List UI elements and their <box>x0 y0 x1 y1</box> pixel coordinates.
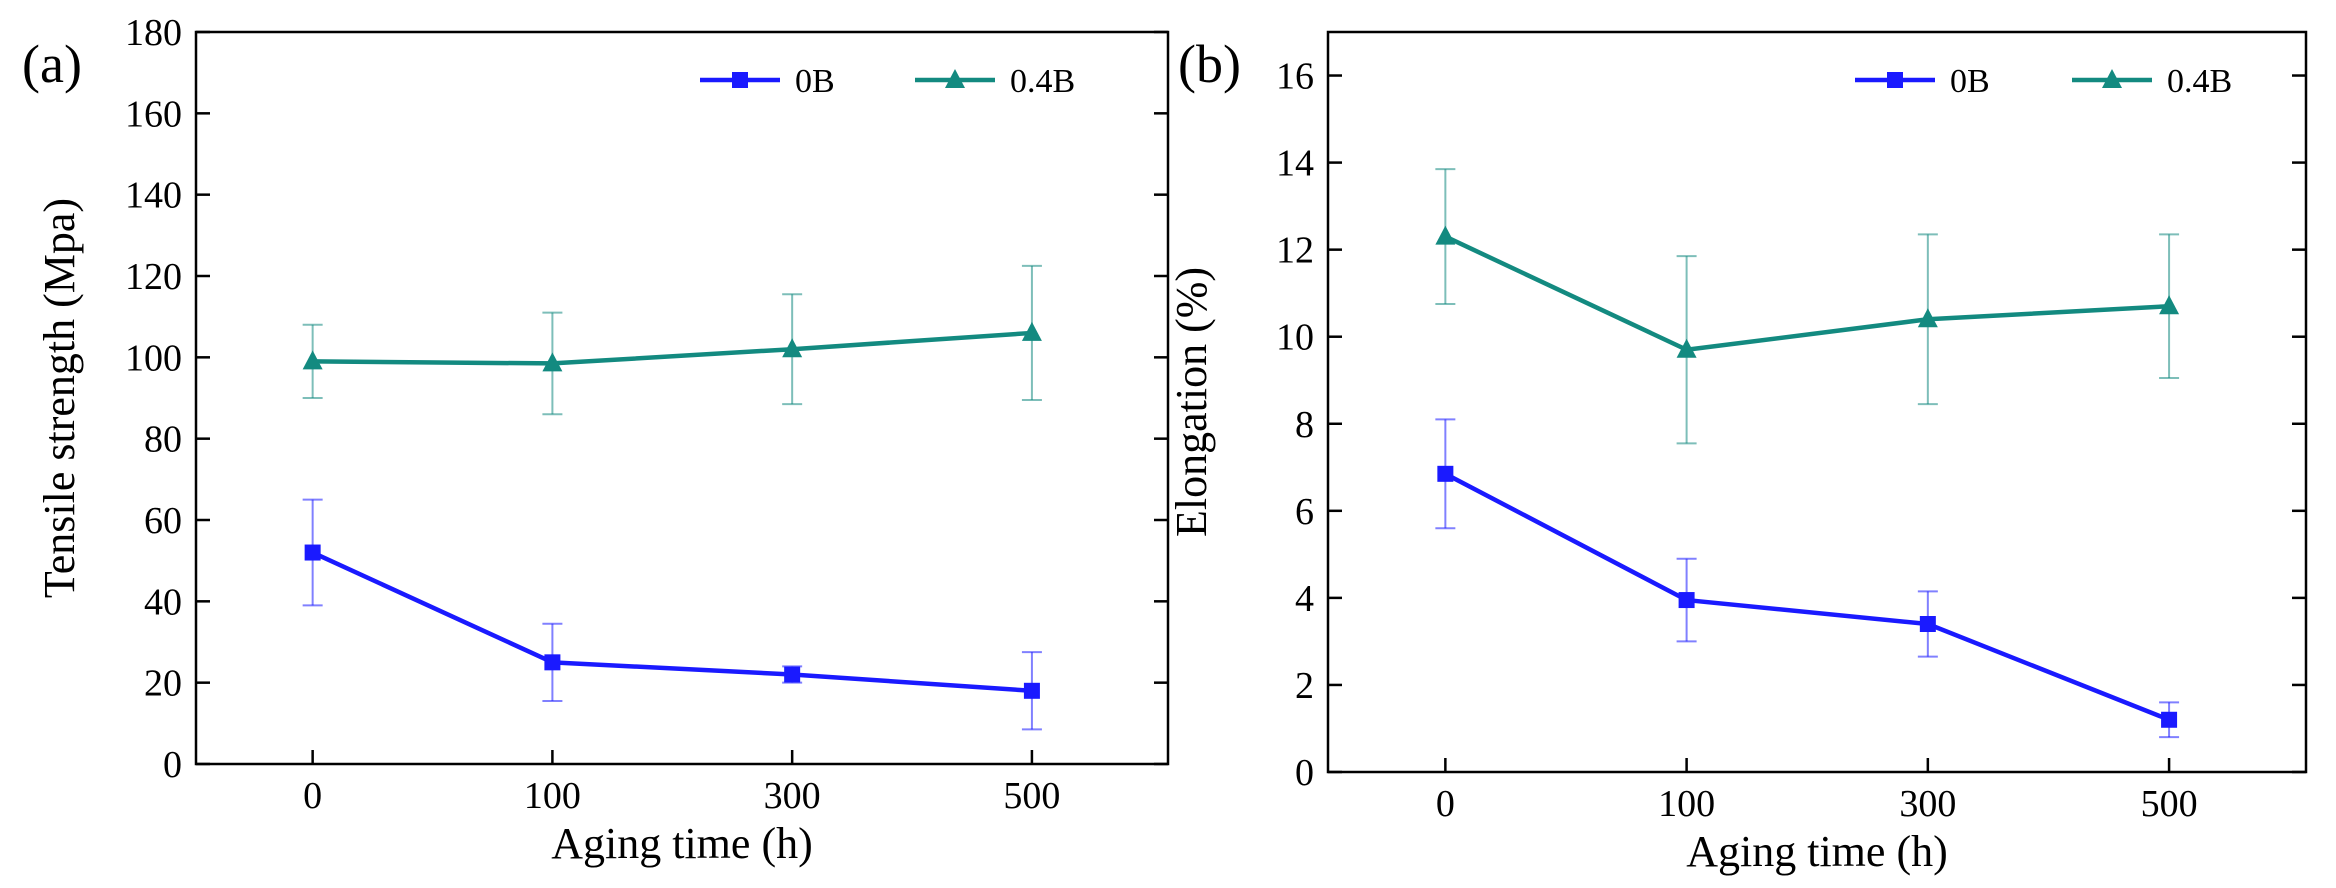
y-tick-label: 12 <box>1276 230 1314 272</box>
chart-panel-b: (b) 0 2 4 6 8 10 12 14 16 0 100 300 500 Aging time (h)… <box>1167 32 2306 876</box>
y-axis-title: Elongation (%) <box>1167 267 1216 537</box>
plot-frame <box>1328 32 2306 772</box>
legend-label: 0.4B <box>2167 63 2232 100</box>
y-tick-label: 160 <box>125 93 182 135</box>
legend-item-0BB: 0B <box>700 63 835 100</box>
series-0BB <box>303 500 1042 730</box>
legend-item-0BB: 0B <box>1855 63 1990 100</box>
data-point <box>1679 592 1695 608</box>
x-tick-label: 0 <box>303 775 322 817</box>
y-axis-title: Tensile strength (Mpa) <box>35 198 84 598</box>
x-tick-label: 500 <box>1003 775 1060 817</box>
y-tick-label: 0 <box>1295 752 1314 794</box>
y-tick-label: 20 <box>144 663 182 705</box>
x-tick-label: 300 <box>764 775 821 817</box>
y-tick-label: 14 <box>1276 143 1314 185</box>
series-line <box>1445 474 2169 720</box>
legend-marker <box>732 72 748 88</box>
series-04BB <box>303 266 1042 414</box>
x-axis-title: Aging time (h) <box>1686 827 1948 876</box>
y-tick-label: 6 <box>1295 491 1314 533</box>
y-tick-label: 0 <box>163 744 182 786</box>
data-point <box>1437 466 1453 482</box>
legend-marker <box>1887 72 1903 88</box>
legend-label: 0.4B <box>1010 63 1075 100</box>
x-tick-label: 500 <box>2141 783 2198 825</box>
x-tick-label: 300 <box>1899 783 1956 825</box>
data-point <box>1435 226 1455 245</box>
y-tick-label: 120 <box>125 256 182 298</box>
y-tick-label: 60 <box>144 500 182 542</box>
legend-label: 0B <box>795 63 835 100</box>
data-point <box>2161 712 2177 728</box>
series-line <box>313 333 1032 364</box>
x-tick-label: 100 <box>1658 783 1715 825</box>
x-tick-label: 0 <box>1436 783 1455 825</box>
x-axis-title: Aging time (h) <box>551 819 813 868</box>
legend-item-04BB: 0.4B <box>2072 63 2232 100</box>
data-point <box>544 654 560 670</box>
data-point <box>1024 683 1040 699</box>
y-tick-label: 2 <box>1295 665 1314 707</box>
y-tick-label: 16 <box>1276 56 1314 98</box>
series-line <box>1445 237 2169 350</box>
legend-item-04BB: 0.4B <box>915 63 1075 100</box>
data-point <box>784 667 800 683</box>
data-point <box>1920 616 1936 632</box>
data-point <box>305 545 321 561</box>
panel-label: (a) <box>22 34 82 94</box>
y-tick-label: 140 <box>125 175 182 217</box>
x-tick-label: 100 <box>524 775 581 817</box>
series-04BB <box>1435 169 2179 443</box>
y-tick-label: 10 <box>1276 317 1314 359</box>
figure: (a)0204060801001201401601800 100 300 500Agi… <box>0 0 2336 888</box>
panel-label: (b) <box>1178 34 1241 94</box>
y-tick-label: 180 <box>125 12 182 54</box>
y-tick-label: 100 <box>125 337 182 379</box>
legend-label: 0B <box>1950 63 1990 100</box>
y-tick-label: 8 <box>1295 404 1314 446</box>
chart-panel-a: (a) 0 20 40 60 80 100 120 140 160 180 0 100 300 500 Agi… <box>22 12 1168 868</box>
y-tick-label: 80 <box>144 419 182 461</box>
y-tick-label: 4 <box>1295 578 1314 620</box>
series-0BB <box>1435 419 2179 737</box>
series-line <box>313 553 1032 691</box>
y-tick-label: 40 <box>144 581 182 623</box>
plot-frame <box>196 32 1168 764</box>
